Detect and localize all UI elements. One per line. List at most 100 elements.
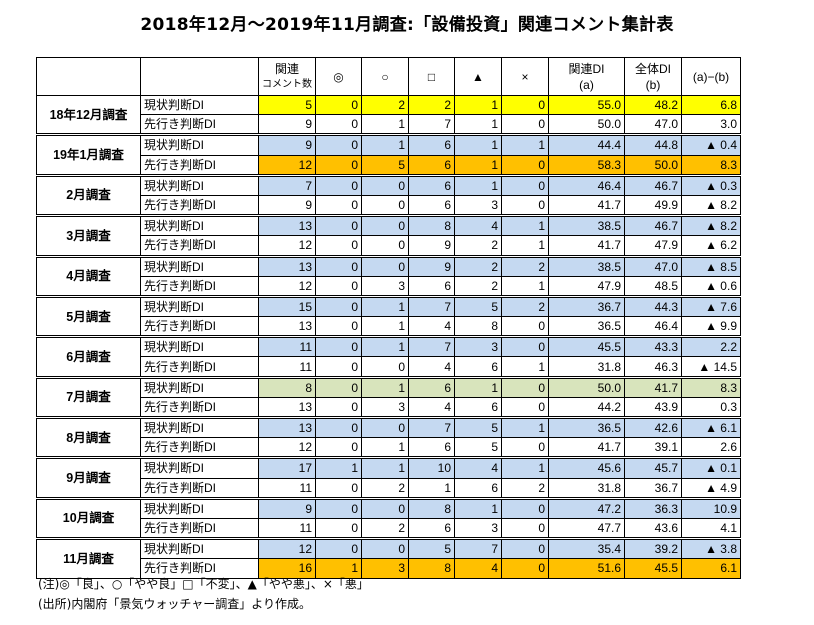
value-cell: 1 <box>454 173 502 196</box>
di-type-label: 現状判断DI <box>140 214 259 237</box>
value-cell: 5 <box>454 415 502 439</box>
table-row: 3月調査 現状判断DI 13 0 0 8 4 1 38.5 46.7 ▲ 8.2 <box>36 214 741 257</box>
value-cell: 0 <box>501 558 549 579</box>
value-cell: 12 <box>258 537 316 560</box>
di-type-label: 現状判断DI <box>140 496 259 519</box>
value-cell: 0 <box>501 335 549 358</box>
note-legend: (注)◎「良」、○「やや良」□「不変」、▲「やや悪」、×「悪」 <box>38 577 369 591</box>
value-cell: ▲ 0.6 <box>681 275 741 297</box>
value-cell: 31.8 <box>548 356 625 378</box>
value-cell: 11 <box>258 356 316 378</box>
value-cell: 10.9 <box>681 496 741 519</box>
header-blank <box>140 57 259 96</box>
value-cell: 3.0 <box>681 114 741 136</box>
value-cell: 7 <box>408 335 455 358</box>
table-row: 先行き判断DI 12 0 1 6 5 0 41.7 39.1 2.6 <box>37 437 741 459</box>
value-cell: 45.5 <box>624 558 682 579</box>
value-cell: 58.3 <box>548 154 625 176</box>
table-row: 先行き判断DI 9 0 1 7 1 0 50.0 47.0 3.0 <box>37 114 741 136</box>
value-cell: 1 <box>501 275 549 297</box>
value-cell: 2 <box>454 254 502 277</box>
di-type-label: 先行き判断DI <box>140 154 259 176</box>
value-cell: 47.7 <box>548 517 625 540</box>
value-cell: 46.4 <box>548 173 625 196</box>
value-cell: ▲ 0.3 <box>681 173 741 196</box>
value-cell: 0 <box>361 173 409 196</box>
comment-summary-table: 関連 コメント数 ◎ ○ □ ▲ × 関連DI (a) 全体DI (b) (a)−(b) 18年12月… <box>36 57 741 579</box>
table-row: 6月調査 現状判断DI 11 0 1 7 3 0 45.5 43.3 2.2 <box>36 335 741 378</box>
value-cell: 0 <box>361 496 409 519</box>
value-cell: 0 <box>315 194 362 217</box>
value-cell: 46.3 <box>624 356 682 378</box>
value-cell: 44.4 <box>548 133 625 156</box>
value-cell: ▲ 9.9 <box>681 316 741 338</box>
value-cell: ▲ 14.5 <box>681 356 741 378</box>
di-type-label: 先行き判断DI <box>140 114 259 136</box>
value-cell: 0 <box>315 254 362 277</box>
value-cell: 6 <box>408 517 455 540</box>
value-cell: 2 <box>501 477 549 499</box>
value-cell: ▲ 8.5 <box>681 254 741 277</box>
value-cell: 0.3 <box>681 396 741 419</box>
value-cell: 13 <box>258 214 316 237</box>
table-row: 先行き判断DI 13 0 3 4 6 0 44.2 43.9 0.3 <box>37 396 741 419</box>
value-cell: 1 <box>454 114 502 136</box>
survey-month: 3月調査 <box>36 214 141 257</box>
value-cell: 0 <box>361 254 409 277</box>
value-cell: 0 <box>361 235 409 257</box>
value-cell: 0 <box>501 114 549 136</box>
value-cell: 39.1 <box>624 437 682 459</box>
value-cell: 51.6 <box>548 558 625 579</box>
value-cell: 9 <box>258 194 316 217</box>
value-cell: 0 <box>315 437 362 459</box>
value-cell: 3 <box>361 396 409 419</box>
column-header: ◎ <box>315 57 362 96</box>
value-cell: 12 <box>258 235 316 257</box>
value-cell: 0 <box>501 94 549 116</box>
value-cell: 1 <box>501 133 549 156</box>
value-cell: 8 <box>408 558 455 579</box>
value-cell: 6 <box>408 154 455 176</box>
value-cell: 12 <box>258 437 316 459</box>
value-cell: 39.2 <box>624 537 682 560</box>
value-cell: 5 <box>408 537 455 560</box>
value-cell: 49.9 <box>624 194 682 217</box>
value-cell: 17 <box>258 456 316 479</box>
value-cell: 8 <box>454 316 502 338</box>
survey-month: 11月調査 <box>36 537 141 579</box>
value-cell: ▲ 0.1 <box>681 456 741 479</box>
value-cell: 0 <box>315 173 362 196</box>
value-cell: 13 <box>258 415 316 439</box>
value-cell: 0 <box>315 94 362 116</box>
value-cell: 1 <box>454 496 502 519</box>
di-type-label: 先行き判断DI <box>140 275 259 297</box>
value-cell: ▲ 6.1 <box>681 415 741 439</box>
di-type-label: 先行き判断DI <box>140 437 259 459</box>
note-source: (出所)内閣府「景気ウォッチャー調査」より作成。 <box>38 597 312 611</box>
di-type-label: 先行き判断DI <box>140 517 259 540</box>
value-cell: 45.5 <box>548 335 625 358</box>
value-cell: 7 <box>408 294 455 318</box>
value-cell: 2 <box>501 254 549 277</box>
table-row: 11月調査 現状判断DI 12 0 0 5 7 0 35.4 39.2 ▲ 3.8 <box>36 537 741 579</box>
value-cell: 6.1 <box>681 558 741 579</box>
value-cell: 43.9 <box>624 396 682 419</box>
table-row: 先行き判断DI 16 1 3 8 4 0 51.6 45.5 6.1 <box>37 558 741 579</box>
value-cell: 48.2 <box>624 94 682 116</box>
value-cell: 36.7 <box>548 294 625 318</box>
value-cell: 0 <box>361 356 409 378</box>
column-header: ○ <box>361 57 409 96</box>
value-cell: 1 <box>361 316 409 338</box>
table-row: 8月調査 現状判断DI 13 0 0 7 5 1 36.5 42.6 ▲ 6.1 <box>36 415 741 459</box>
value-cell: 0 <box>315 496 362 519</box>
value-cell: 0 <box>315 214 362 237</box>
value-cell: 1 <box>501 235 549 257</box>
value-cell: 16 <box>258 558 316 579</box>
survey-month: 5月調査 <box>36 294 141 338</box>
survey-month: 18年12月調査 <box>36 94 141 136</box>
value-cell: 0 <box>501 154 549 176</box>
di-type-label: 現状判断DI <box>140 133 259 156</box>
value-cell: 4 <box>454 214 502 237</box>
di-type-label: 現状判断DI <box>140 375 259 398</box>
value-cell: 44.2 <box>548 396 625 419</box>
